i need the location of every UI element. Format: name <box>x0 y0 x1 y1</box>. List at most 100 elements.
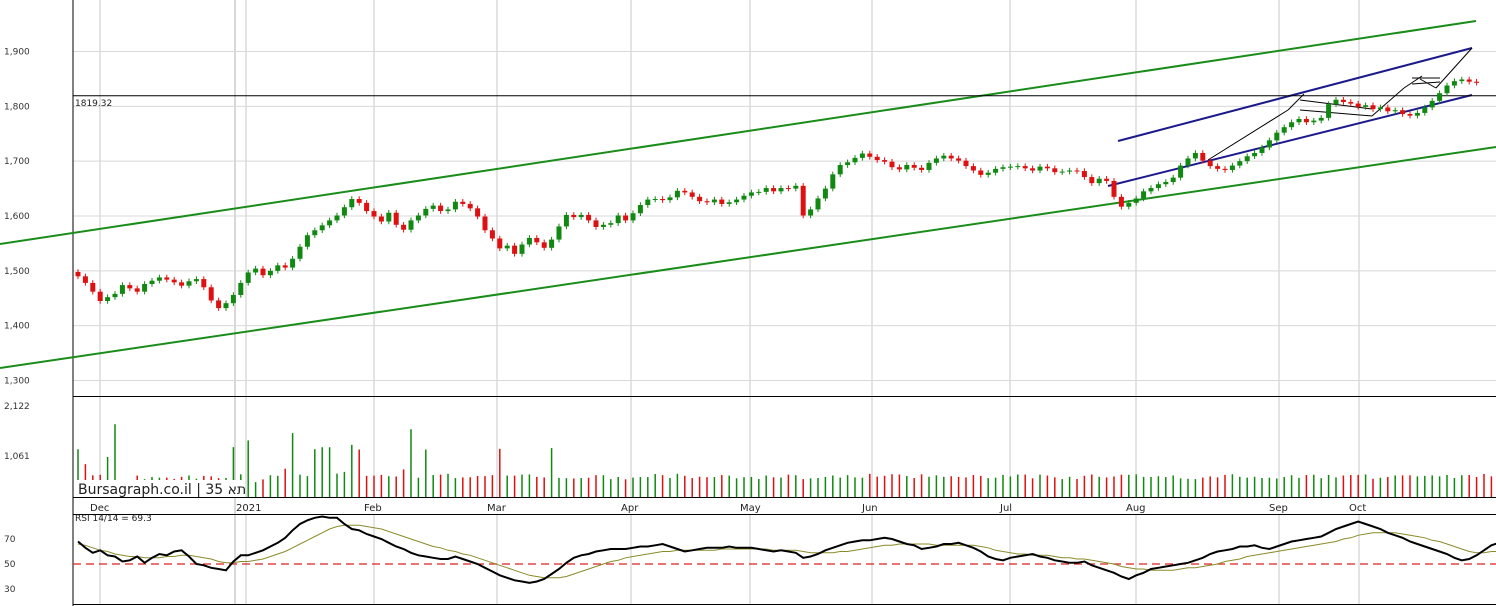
volume-bar <box>580 478 582 497</box>
candle-body <box>1000 167 1006 169</box>
candle-body <box>867 153 873 157</box>
volume-bar <box>1113 476 1115 497</box>
volume-bar <box>491 475 494 497</box>
candle-body <box>82 276 88 283</box>
candle-body <box>1044 166 1050 169</box>
volume-bar <box>602 475 605 497</box>
volume-bar <box>1276 478 1278 497</box>
candle-body <box>904 165 910 170</box>
volume-bar <box>1246 477 1248 497</box>
volume-bar <box>1135 474 1137 497</box>
candle-body <box>534 237 540 243</box>
pattern-line <box>1287 93 1305 111</box>
candle-body <box>985 172 991 175</box>
candle-body <box>1259 147 1265 153</box>
volume-bar <box>528 474 531 497</box>
candle-body <box>1052 168 1058 173</box>
volume-bar <box>1076 479 1078 497</box>
candle-body <box>223 303 229 309</box>
volume-bar <box>1142 476 1145 497</box>
volume-bar <box>1416 476 1419 497</box>
candle-body <box>201 279 207 288</box>
volume-bar <box>1305 475 1308 497</box>
rsi-signal-line <box>77 524 1496 579</box>
candle-body <box>475 208 481 217</box>
candle-body <box>726 202 732 204</box>
volume-bar <box>920 474 923 497</box>
candle-body <box>430 205 436 209</box>
volume-bar <box>1357 474 1359 497</box>
volume-bar <box>935 475 938 497</box>
volume-bar <box>1068 476 1071 497</box>
volume-bar <box>1187 478 1189 497</box>
volume-bar <box>587 477 590 497</box>
candle-body <box>615 215 621 224</box>
candle-body <box>1340 99 1346 102</box>
volume-bar <box>373 475 375 497</box>
volume-bar <box>980 475 982 497</box>
candle-body <box>171 279 177 283</box>
volume-bar <box>321 447 323 497</box>
volume-bar <box>1179 478 1182 497</box>
price-tick-label: 1,500 <box>4 267 30 277</box>
candle-body <box>1407 114 1413 116</box>
candle-body <box>393 212 399 225</box>
volume-bar <box>1461 475 1463 497</box>
volume-bar <box>1150 476 1152 497</box>
candle-body <box>1022 166 1028 169</box>
volume-bar <box>772 477 775 497</box>
candle-body <box>948 155 954 159</box>
volume-bar <box>1039 474 1041 497</box>
volume-bar <box>277 475 279 497</box>
candle-body <box>275 265 281 271</box>
volume-bar <box>1009 476 1012 497</box>
candle-body <box>112 293 118 298</box>
candle-body <box>1185 158 1191 166</box>
volume-bar <box>1209 476 1211 497</box>
inner-lower-channel-line <box>1107 94 1473 187</box>
volume-bar <box>269 475 272 497</box>
candle-body <box>90 282 96 292</box>
volume-bar <box>1194 479 1197 497</box>
volume-bar <box>291 433 294 497</box>
candle-body <box>245 272 251 283</box>
volume-bar <box>299 474 301 497</box>
month-label: May <box>740 503 761 514</box>
candle-body <box>1281 127 1287 133</box>
candle-body <box>1170 177 1176 183</box>
volume-bar <box>654 474 656 497</box>
volume-bar <box>1335 477 1337 497</box>
candle-body <box>1429 100 1435 108</box>
candle-body <box>304 235 310 247</box>
volume-bar <box>698 476 701 497</box>
candle-body <box>889 161 895 168</box>
candle-body <box>1104 178 1110 181</box>
candle-body <box>845 162 851 166</box>
candle-body <box>911 165 917 168</box>
candle-body <box>970 166 976 171</box>
volume-bar <box>1350 475 1352 497</box>
candle-body <box>1133 198 1139 203</box>
volume-bar <box>906 476 908 497</box>
volume-bar <box>824 476 827 497</box>
volume-axis-ticks: 2,122 1,061 <box>4 402 30 462</box>
price-tick-label: 1,300 <box>4 377 30 387</box>
candle-body <box>519 244 525 254</box>
price-tick-label: 1,800 <box>4 102 30 112</box>
candle-body <box>711 199 717 203</box>
volume-bar <box>543 477 545 497</box>
candle-body <box>771 188 777 192</box>
candle-body <box>415 215 421 221</box>
volume-bar <box>380 474 383 497</box>
candle-body <box>364 202 370 212</box>
candle-body <box>341 207 347 216</box>
volume-bar <box>1438 476 1441 497</box>
volume-bar <box>839 477 841 497</box>
volume-bar <box>506 475 508 497</box>
candle-body <box>482 216 488 231</box>
candle-body <box>541 242 547 248</box>
volume-bar <box>1372 478 1374 497</box>
volume-bar <box>817 478 819 497</box>
candle-body <box>926 162 932 170</box>
candle-body <box>919 167 925 170</box>
